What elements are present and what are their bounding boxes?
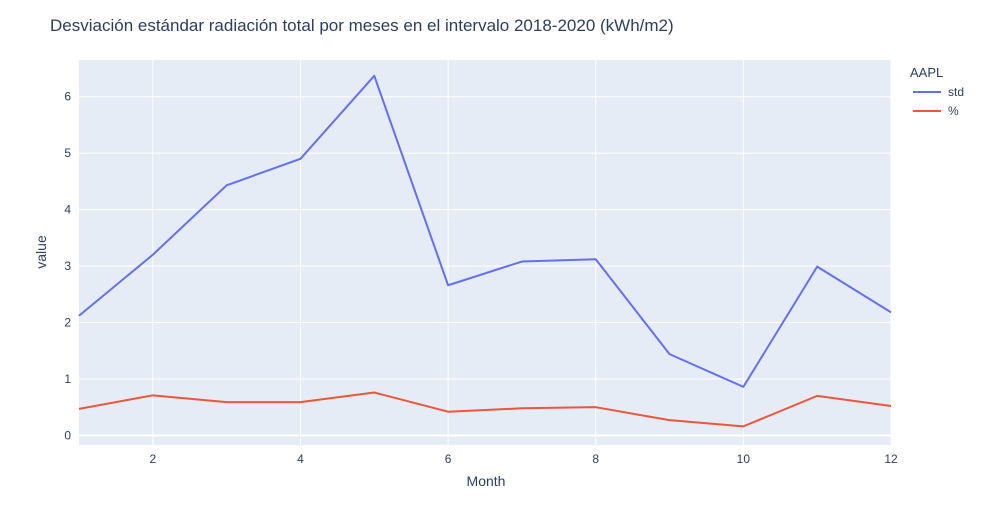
grid-lines [79,60,892,445]
x-tick-label: 2 [149,452,156,466]
y-tick-label: 4 [64,203,71,217]
x-tick-label: 6 [445,452,452,466]
x-tick-label: 10 [737,452,751,466]
x-tick-label: 4 [297,452,304,466]
y-tick-label: 6 [64,90,71,104]
plot-area [79,60,891,445]
y-tick-label: 2 [64,316,71,330]
chart-title: Desviación estándar radiación total por … [50,16,674,35]
series-lines [78,74,892,428]
y-axis-title: value [33,235,49,269]
legend-title: AAPL [910,65,943,80]
x-tick-label: 12 [884,452,898,466]
y-tick-label: 0 [64,428,71,442]
series-line-1 [78,391,892,428]
legend-item[interactable]: std [913,85,964,99]
series-line-0 [78,74,892,388]
legend-label: std [948,85,964,99]
y-tick-label: 3 [64,259,71,273]
x-axis-title: Month [467,473,506,489]
legend-item[interactable]: % [913,104,959,118]
y-tick-label: 5 [64,146,71,160]
y-tick-label: 1 [64,372,71,386]
legend-label: % [948,104,959,118]
x-tick-label: 8 [592,452,599,466]
legend: AAPL std% [910,65,964,118]
